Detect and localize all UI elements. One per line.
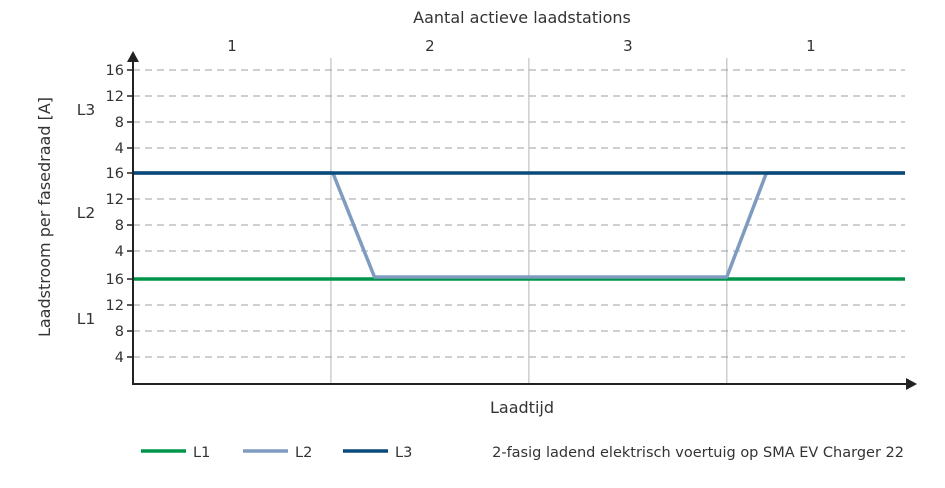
- band-label: L3: [77, 101, 96, 119]
- segment-label: 1: [806, 37, 816, 55]
- grid-layer: [127, 58, 905, 384]
- y-tick-label: 4: [115, 244, 124, 260]
- y-tick-label: 12: [106, 298, 124, 314]
- segment-label: 2: [425, 37, 435, 55]
- legend-label: L3: [395, 445, 412, 461]
- chart-title: Aantal actieve laadstations: [413, 8, 631, 27]
- x-axis-arrow: [906, 378, 917, 390]
- y-axis-arrow: [127, 51, 139, 62]
- y-axis-label: Laadstroom per fasedraad [A]: [35, 97, 54, 337]
- y-tick-label: 4: [115, 350, 124, 366]
- band-label: L1: [77, 310, 96, 328]
- segment-label: 3: [623, 37, 633, 55]
- legend-label: L2: [295, 445, 312, 461]
- y-tick-label: 16: [106, 272, 124, 288]
- series-layer: [133, 171, 905, 281]
- text-layer: Aantal actieve laadstations Laadtijd Laa…: [35, 8, 816, 417]
- chart-caption: 2-fasig ladend elektrisch voertuig op SM…: [492, 445, 904, 461]
- y-tick-label: 8: [115, 218, 124, 234]
- legend-label: L1: [193, 445, 210, 461]
- axis-layer: [127, 51, 917, 390]
- y-tick-label: 16: [106, 166, 124, 182]
- band-label: L2: [77, 204, 96, 222]
- y-tick-label: 8: [115, 324, 124, 340]
- y-tick-label: 12: [106, 89, 124, 105]
- segment-label: 1: [227, 37, 237, 55]
- y-tick-label: 12: [106, 192, 124, 208]
- y-tick-label: 8: [115, 115, 124, 131]
- y-tick-label: 16: [106, 63, 124, 79]
- x-axis-label: Laadtijd: [490, 398, 554, 417]
- y-tick-label: 4: [115, 141, 124, 157]
- legend: L1 L2 L3: [141, 445, 412, 461]
